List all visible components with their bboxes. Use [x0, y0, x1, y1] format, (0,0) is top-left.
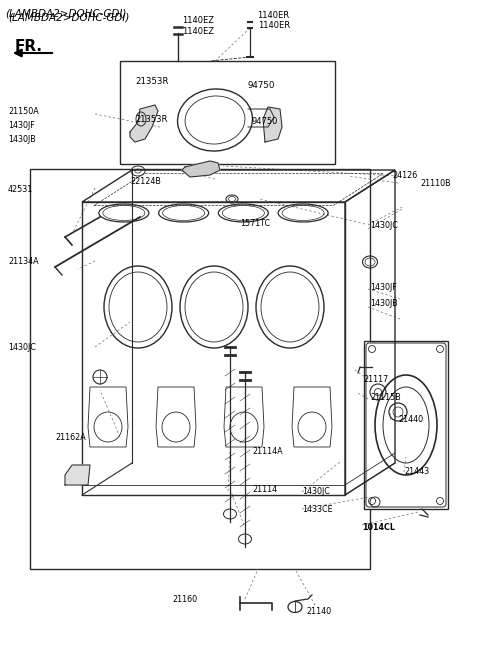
Text: 1430JC: 1430JC: [370, 221, 398, 229]
Text: 22124B: 22124B: [130, 177, 161, 185]
Text: (LAMBDA2>DOHC-GDI): (LAMBDA2>DOHC-GDI): [5, 9, 126, 19]
Text: 21162A: 21162A: [55, 432, 86, 442]
Text: 94750: 94750: [252, 116, 278, 125]
Text: 1140EZ: 1140EZ: [182, 16, 214, 25]
Polygon shape: [130, 105, 158, 142]
Text: 1140ER: 1140ER: [258, 22, 290, 30]
Text: 21117: 21117: [363, 374, 388, 384]
Text: 21440: 21440: [398, 415, 423, 424]
Polygon shape: [263, 107, 282, 142]
Text: 42531: 42531: [8, 185, 33, 194]
Text: 1430JC: 1430JC: [8, 342, 36, 351]
Text: 21134A: 21134A: [8, 256, 38, 265]
Text: FR.: FR.: [15, 39, 43, 54]
Polygon shape: [65, 465, 90, 485]
Text: 21114: 21114: [252, 484, 277, 493]
Text: 1430JF: 1430JF: [8, 122, 35, 131]
Text: 21114A: 21114A: [252, 447, 283, 457]
Text: 21150A: 21150A: [8, 108, 39, 116]
Text: 1433CE: 1433CE: [302, 505, 333, 514]
Text: 1140ER: 1140ER: [257, 11, 289, 20]
Text: 21443: 21443: [404, 468, 429, 476]
Text: 1430JC: 1430JC: [302, 487, 330, 497]
Text: 24126: 24126: [392, 171, 417, 181]
Text: 1571TC: 1571TC: [240, 219, 270, 227]
Bar: [364, 341, 448, 509]
Text: 1140EZ: 1140EZ: [182, 28, 214, 37]
Text: (LAMBDA2>DOHC-GDI): (LAMBDA2>DOHC-GDI): [8, 12, 130, 22]
Text: 21353R: 21353R: [135, 78, 168, 87]
Text: 1430JB: 1430JB: [8, 135, 36, 145]
Text: 94750: 94750: [248, 81, 276, 89]
Text: 21115B: 21115B: [370, 394, 401, 403]
Bar: [30, 169, 370, 569]
Text: 1014CL: 1014CL: [362, 522, 395, 532]
Polygon shape: [182, 161, 220, 177]
Text: 1430JB: 1430JB: [370, 298, 398, 307]
Text: 21160: 21160: [172, 595, 197, 604]
Text: 1430JF: 1430JF: [370, 283, 397, 292]
Text: 21140: 21140: [306, 606, 331, 616]
Text: 21353R: 21353R: [135, 114, 168, 124]
Text: 21110B: 21110B: [420, 179, 451, 187]
Bar: [120, 61, 335, 164]
